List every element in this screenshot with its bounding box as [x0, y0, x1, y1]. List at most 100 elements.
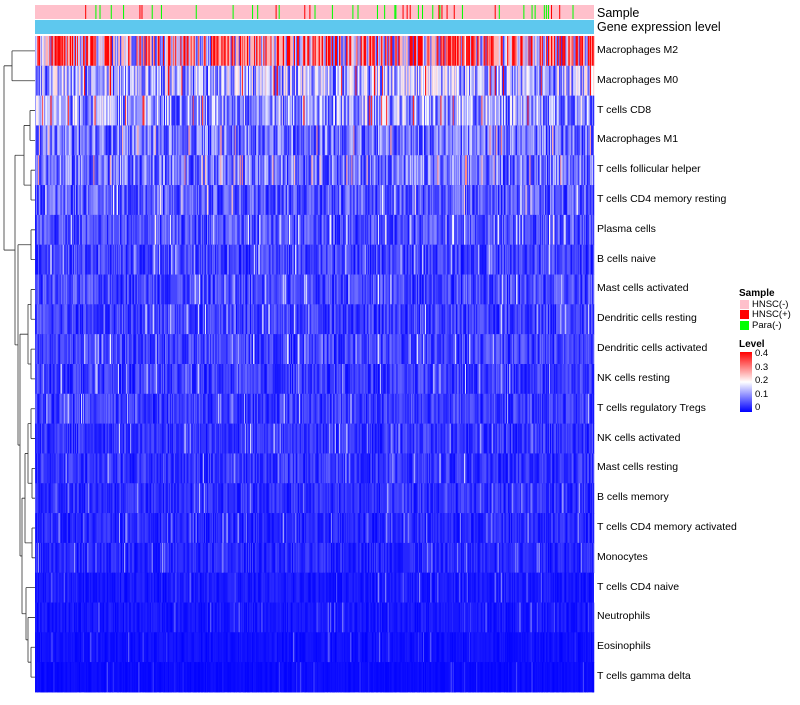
- heatmap-cell: [199, 65, 202, 97]
- heatmap-cell: [291, 95, 294, 126]
- heatmap-cell: [487, 304, 489, 335]
- heatmap-cell: [42, 334, 44, 365]
- heatmap-cell: [362, 95, 364, 126]
- heatmap-cell: [64, 125, 66, 156]
- heatmap-cell: [433, 65, 435, 97]
- heatmap-cell: [46, 393, 48, 425]
- heatmap-cell: [264, 304, 266, 335]
- heatmap-cell: [320, 95, 322, 126]
- heatmap-cell: [366, 214, 368, 246]
- heatmap-cell: [430, 125, 432, 156]
- heatmap-cell: [67, 364, 70, 395]
- heatmap-cell: [269, 214, 271, 246]
- heatmap-cell: [106, 125, 108, 156]
- heatmap-cell: [267, 185, 269, 216]
- heatmap-cell: [132, 36, 134, 67]
- heatmap-cell: [324, 334, 327, 365]
- heatmap-cell: [313, 274, 315, 305]
- heatmap-cell: [301, 393, 303, 425]
- heatmap-cell: [135, 155, 137, 186]
- heatmap-cell: [141, 364, 143, 395]
- heatmap-cell: [581, 304, 583, 335]
- heatmap-cell: [340, 393, 342, 425]
- heatmap-cell: [558, 214, 560, 246]
- heatmap-cell: [67, 304, 70, 335]
- heatmap-cell: [404, 274, 406, 305]
- heatmap-cell: [327, 125, 330, 156]
- heatmap-cell: [459, 274, 462, 305]
- heatmap-cell: [75, 185, 78, 216]
- heatmap-cell: [215, 125, 217, 156]
- heatmap-cell: [328, 125, 331, 156]
- heatmap-cell: [422, 65, 424, 97]
- heatmap-cell: [239, 274, 242, 305]
- heatmap-cell: [585, 125, 588, 156]
- heatmap-cell: [394, 155, 396, 186]
- heatmap-cell: [528, 95, 530, 126]
- heatmap-cell: [373, 95, 376, 126]
- heatmap-cell: [349, 393, 351, 425]
- heatmap-cell: [67, 155, 70, 186]
- heatmap-cell: [192, 393, 194, 425]
- heatmap-cell: [407, 95, 409, 126]
- heatmap-cell: [471, 274, 473, 305]
- heatmap-cell: [149, 214, 151, 246]
- heatmap-cell: [149, 95, 151, 126]
- heatmap-cell: [580, 95, 582, 126]
- heatmap-cell: [557, 36, 559, 67]
- heatmap-cell: [207, 95, 209, 126]
- heatmap-cell: [72, 393, 75, 425]
- heatmap-cell: [300, 304, 302, 335]
- heatmap-cell: [413, 155, 416, 186]
- heatmap-cell: [557, 65, 559, 97]
- heatmap-cell: [174, 125, 176, 156]
- heatmap-cell: [139, 185, 141, 216]
- heatmap-cell: [301, 125, 303, 156]
- heatmap-cell: [386, 95, 388, 126]
- heatmap-cell: [502, 185, 505, 216]
- heatmap-cell: [234, 155, 236, 186]
- heatmap-cell: [578, 65, 580, 97]
- heatmap-cell: [581, 244, 583, 275]
- heatmap-cell: [382, 304, 384, 335]
- heatmap-cell: [374, 334, 377, 365]
- heatmap-cell: [224, 65, 226, 97]
- heatmap-cell: [284, 274, 287, 305]
- heatmap-cell: [345, 95, 347, 126]
- heatmap-cell: [400, 334, 402, 365]
- heatmap-cell: [402, 36, 404, 67]
- heatmap-cell: [43, 155, 45, 186]
- heatmap-cell: [275, 393, 277, 425]
- heatmap-cell: [310, 125, 312, 156]
- heatmap-cell: [389, 244, 391, 275]
- heatmap-cell: [351, 65, 353, 97]
- heatmap-cell: [590, 125, 593, 156]
- heatmap-cell: [375, 155, 378, 186]
- heatmap-cell: [72, 364, 75, 395]
- heatmap-cell: [119, 364, 122, 395]
- heatmap-cell: [41, 125, 43, 156]
- heatmap-cell: [403, 244, 405, 275]
- heatmap-cell: [576, 304, 578, 335]
- heatmap-cell: [372, 274, 375, 305]
- sample-track-cell: [543, 5, 545, 19]
- heatmap-cell: [260, 65, 262, 97]
- heatmap-cell: [477, 125, 479, 156]
- heatmap-cell: [346, 274, 348, 305]
- heatmap-cell: [37, 274, 39, 305]
- heatmap-cell: [545, 334, 548, 365]
- heatmap-cell: [517, 65, 519, 97]
- heatmap-cell: [60, 185, 62, 216]
- heatmap-cell: [102, 364, 104, 395]
- heatmap-cell: [582, 334, 585, 365]
- heatmap-cell: [416, 185, 419, 216]
- heatmap-cell: [530, 334, 532, 365]
- heatmap-cell: [339, 95, 341, 126]
- heatmap-cell: [483, 36, 485, 67]
- heatmap-cell: [487, 95, 489, 126]
- heatmap-cell: [533, 155, 535, 186]
- heatmap-cell: [268, 125, 270, 156]
- heatmap-cell: [468, 125, 470, 156]
- heatmap-cell: [448, 274, 450, 305]
- heatmap-cell: [47, 334, 49, 365]
